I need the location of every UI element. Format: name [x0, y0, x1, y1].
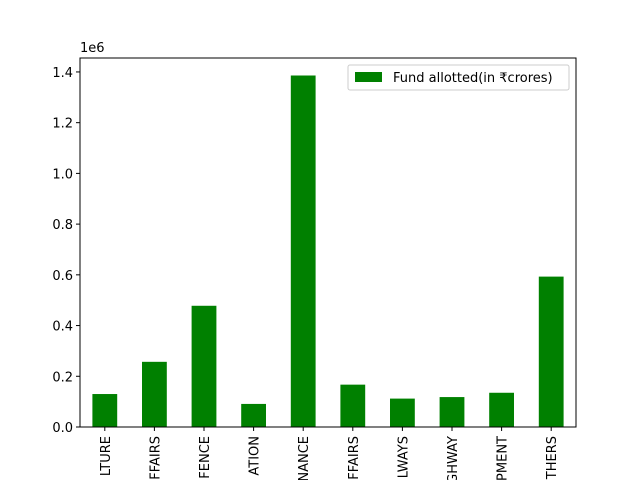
y-tick-label: 1.4	[52, 66, 73, 81]
bar-group	[92, 75, 564, 428]
x-tick-label: FFAIRS	[148, 436, 163, 480]
x-tick-label: ATION	[248, 436, 263, 476]
y-tick-label: 0.8	[52, 218, 73, 233]
x-tick-label: LTURE	[99, 436, 114, 476]
y-tick-label: 1.0	[52, 167, 73, 182]
bar	[241, 403, 266, 427]
bar	[538, 276, 564, 427]
x-tick-label: LWAYS	[396, 436, 411, 478]
x-tick-label: GHWAY	[446, 436, 461, 480]
bar	[92, 394, 118, 427]
y-tick-label: 0.4	[52, 320, 73, 335]
bar	[489, 392, 514, 427]
x-axis: LTURE FFAIRS FENCE ATION NANCE FFAIRS LWAYS GHW…	[99, 427, 560, 480]
legend-swatch	[355, 72, 382, 82]
plot-frame	[79, 57, 577, 428]
y-tick-label: 0.6	[52, 269, 73, 284]
y-tick-label: 1.2	[52, 117, 73, 132]
y-offset-label: 1e6	[80, 41, 105, 56]
x-tick-label: FENCE	[198, 436, 213, 479]
bar	[340, 384, 366, 427]
bar	[290, 75, 316, 428]
y-tick-label: 0.0	[52, 421, 73, 436]
y-axis: 0.0 0.2 0.4 0.6 0.8 1.0 1.2 1.4	[52, 66, 80, 436]
bar	[191, 305, 217, 427]
x-tick-label: NANCE	[297, 436, 312, 480]
legend: Fund allotted(in ₹crores)	[347, 64, 570, 91]
bar	[142, 361, 167, 427]
x-tick-label: THERS	[545, 436, 560, 480]
legend-label: Fund allotted(in ₹crores)	[393, 71, 553, 86]
bar	[390, 398, 415, 427]
bar	[439, 397, 465, 427]
x-tick-label: FFAIRS	[347, 436, 362, 480]
x-tick-label: PMENT	[496, 436, 511, 480]
legend-box	[347, 64, 570, 91]
y-tick-label: 0.2	[52, 370, 73, 385]
